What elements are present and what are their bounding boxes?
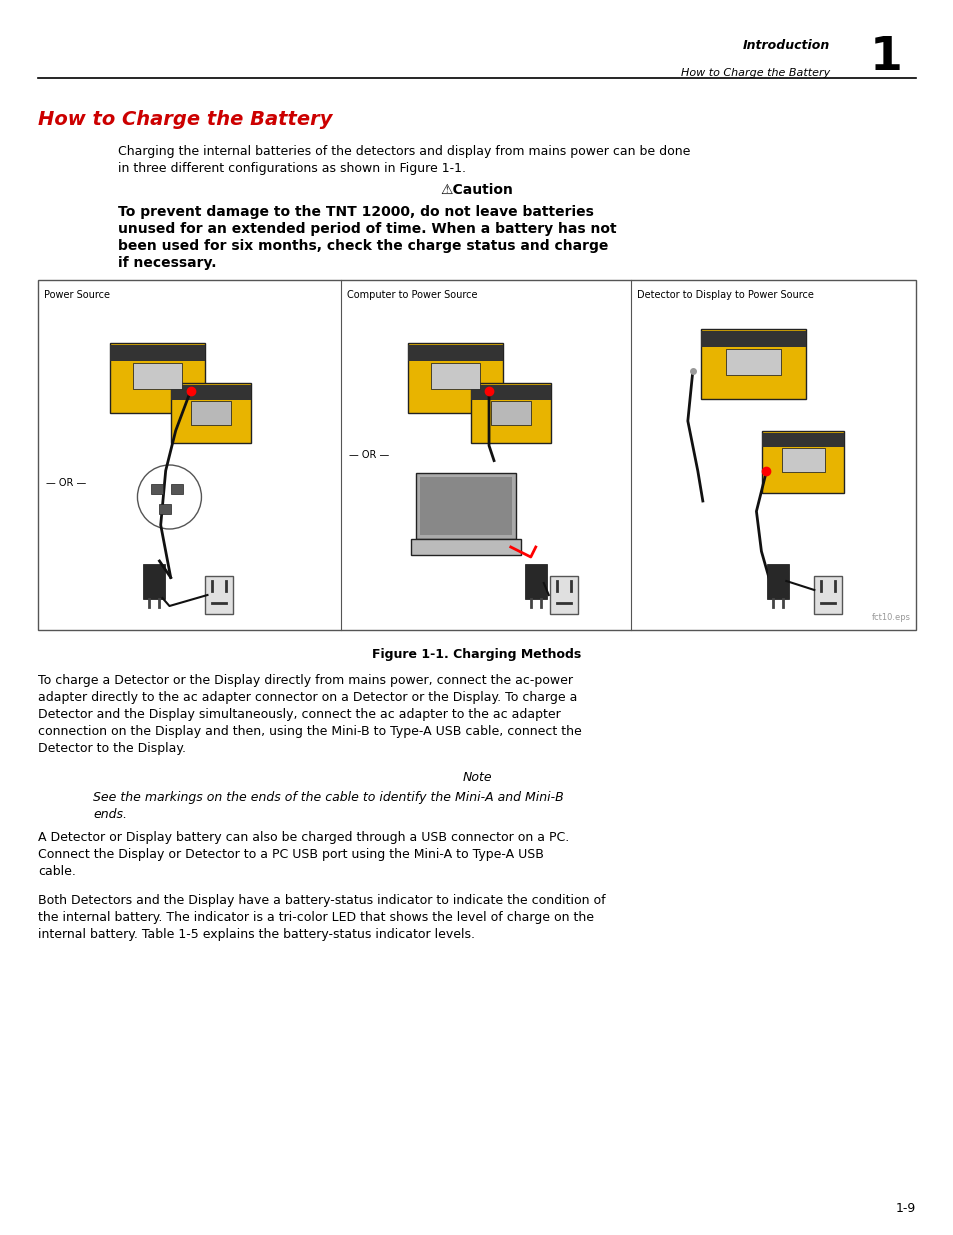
FancyBboxPatch shape (408, 343, 503, 412)
FancyBboxPatch shape (172, 484, 183, 494)
Text: A Detector or Display battery can also be charged through a USB connector on a P: A Detector or Display battery can also b… (38, 831, 569, 844)
Text: unused for an extended period of time. When a battery has not: unused for an extended period of time. W… (118, 222, 616, 236)
Text: Detector to the Display.: Detector to the Display. (38, 742, 186, 755)
Text: internal battery. Table 1-5 explains the battery-status indicator levels.: internal battery. Table 1-5 explains the… (38, 927, 475, 941)
Text: 1: 1 (869, 36, 902, 80)
Bar (700, 331, 805, 347)
FancyBboxPatch shape (700, 329, 805, 399)
Text: Introduction: Introduction (742, 40, 829, 52)
FancyBboxPatch shape (411, 538, 520, 555)
Text: Detector to Display to Power Source: Detector to Display to Power Source (636, 290, 813, 300)
Text: — OR —: — OR — (349, 450, 389, 459)
Bar (132, 363, 182, 389)
Bar (419, 477, 511, 535)
Text: Note: Note (461, 771, 492, 784)
Bar (725, 348, 780, 375)
Text: ⚠Caution: ⚠Caution (440, 183, 513, 198)
Bar (490, 401, 530, 425)
Text: Computer to Power Source: Computer to Power Source (347, 290, 476, 300)
FancyBboxPatch shape (172, 383, 252, 443)
Text: Power Source: Power Source (44, 290, 110, 300)
Text: To charge a Detector or the Display directly from mains power, connect the ac-po: To charge a Detector or the Display dire… (38, 674, 573, 687)
Text: been used for six months, check the charge status and charge: been used for six months, check the char… (118, 240, 608, 253)
Text: cable.: cable. (38, 864, 76, 878)
FancyBboxPatch shape (143, 563, 165, 599)
FancyBboxPatch shape (110, 343, 205, 412)
FancyBboxPatch shape (524, 563, 546, 599)
Bar (549, 576, 578, 614)
Text: if necessary.: if necessary. (118, 256, 216, 270)
Bar (431, 363, 480, 389)
Bar (205, 576, 233, 614)
FancyBboxPatch shape (761, 431, 843, 493)
Bar (38, 280, 915, 630)
Circle shape (137, 466, 201, 529)
Text: Both Detectors and the Display have a battery-status indicator to indicate the c: Both Detectors and the Display have a ba… (38, 894, 605, 906)
Bar (110, 345, 205, 361)
FancyBboxPatch shape (152, 484, 163, 494)
Text: the internal battery. The indicator is a tri-color LED that shows the level of c: the internal battery. The indicator is a… (38, 911, 594, 924)
Text: ends.: ends. (92, 808, 127, 821)
Text: How to Charge the Battery: How to Charge the Battery (38, 110, 333, 128)
Text: To prevent damage to the TNT 12000, do not leave batteries: To prevent damage to the TNT 12000, do n… (118, 205, 594, 219)
Text: adapter directly to the ac adapter connector on a Detector or the Display. To ch: adapter directly to the ac adapter conne… (38, 692, 577, 704)
Text: in three different configurations as shown in Figure 1-1.: in three different configurations as sho… (118, 162, 465, 175)
Bar (408, 345, 503, 361)
Bar (172, 385, 252, 400)
Bar (761, 432, 843, 447)
Text: — OR —: — OR — (46, 478, 86, 488)
Text: Charging the internal batteries of the detectors and display from mains power ca: Charging the internal batteries of the d… (118, 144, 690, 158)
Text: connection on the Display and then, using the Mini-B to Type-A USB cable, connec: connection on the Display and then, usin… (38, 725, 581, 739)
Text: Connect the Display or Detector to a PC USB port using the Mini-A to Type-A USB: Connect the Display or Detector to a PC … (38, 848, 543, 861)
Bar (192, 401, 232, 425)
Text: 1-9: 1-9 (895, 1202, 915, 1215)
Bar (814, 576, 841, 614)
Text: Figure 1-1. Charging Methods: Figure 1-1. Charging Methods (372, 648, 581, 661)
FancyBboxPatch shape (416, 473, 516, 538)
Bar (781, 448, 823, 472)
Text: fct10.eps: fct10.eps (871, 613, 910, 622)
FancyBboxPatch shape (470, 383, 550, 443)
Text: Detector and the Display simultaneously, connect the ac adapter to the ac adapte: Detector and the Display simultaneously,… (38, 708, 560, 721)
Text: How to Charge the Battery: How to Charge the Battery (680, 68, 829, 78)
Text: See the markings on the ends of the cable to identify the Mini-A and Mini-B: See the markings on the ends of the cabl… (92, 790, 563, 804)
Bar (470, 385, 550, 400)
FancyBboxPatch shape (766, 563, 788, 599)
FancyBboxPatch shape (159, 504, 172, 514)
